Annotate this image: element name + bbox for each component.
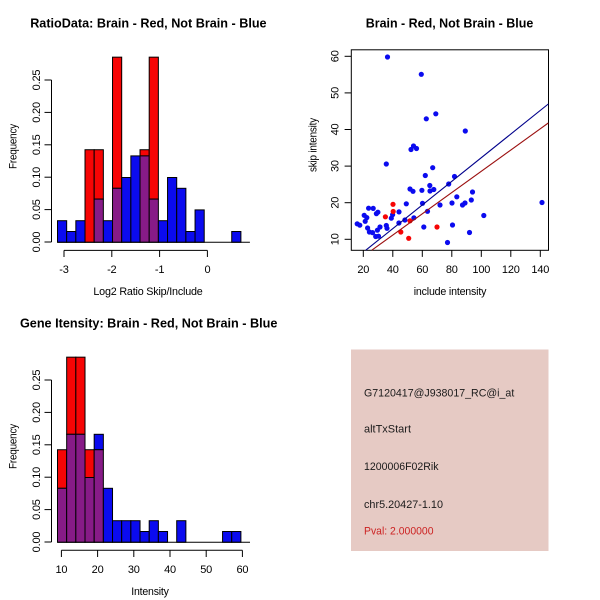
- svg-text:60: 60: [236, 564, 248, 576]
- svg-text:Pval: 2.000000: Pval: 2.000000: [364, 526, 434, 538]
- svg-text:0.20: 0.20: [31, 102, 43, 123]
- svg-text:140: 140: [531, 264, 549, 276]
- svg-text:-2: -2: [107, 264, 116, 276]
- svg-text:120: 120: [502, 264, 520, 276]
- svg-text:0.15: 0.15: [31, 434, 43, 455]
- svg-text:Log2 Ratio Skip/Include: Log2 Ratio Skip/Include: [93, 286, 202, 298]
- svg-text:G7120417@J938017_RC@i_at: G7120417@J938017_RC@i_at: [364, 388, 514, 400]
- svg-text:10: 10: [330, 233, 342, 245]
- svg-text:include intensity: include intensity: [414, 286, 487, 298]
- svg-text:0.05: 0.05: [31, 499, 43, 520]
- svg-text:altTxStart: altTxStart: [364, 424, 411, 436]
- svg-text:RatioData: Brain - Red, Not Br: RatioData: Brain - Red, Not Brain - Blue: [30, 16, 266, 31]
- svg-text:0.05: 0.05: [31, 199, 43, 220]
- svg-text:Frequency: Frequency: [8, 423, 20, 469]
- svg-text:0.15: 0.15: [31, 134, 43, 155]
- svg-text:40: 40: [330, 124, 342, 136]
- svg-text:30: 30: [330, 160, 342, 172]
- svg-text:Intensity: Intensity: [131, 586, 169, 598]
- svg-text:40: 40: [387, 264, 399, 276]
- svg-text:Brain - Red, Not Brain - Blue: Brain - Red, Not Brain - Blue: [366, 16, 534, 31]
- svg-text:skip intensity: skip intensity: [308, 117, 320, 172]
- svg-text:50: 50: [330, 87, 342, 99]
- svg-text:Gene Itensity: Brain - Red, No: Gene Itensity: Brain - Red, Not Brain - …: [20, 316, 278, 331]
- svg-text:20: 20: [357, 264, 369, 276]
- svg-text:0.10: 0.10: [31, 167, 43, 188]
- svg-text:0.00: 0.00: [31, 232, 43, 253]
- svg-text:0.20: 0.20: [31, 402, 43, 423]
- svg-text:20: 20: [92, 564, 104, 576]
- svg-text:60: 60: [330, 50, 342, 62]
- svg-text:10: 10: [55, 564, 67, 576]
- svg-text:30: 30: [128, 564, 140, 576]
- svg-text:1200006F02Rik: 1200006F02Rik: [364, 461, 439, 473]
- svg-text:40: 40: [164, 564, 176, 576]
- svg-text:-3: -3: [59, 264, 68, 276]
- svg-text:0.10: 0.10: [31, 467, 43, 488]
- svg-text:100: 100: [472, 264, 490, 276]
- svg-text:60: 60: [416, 264, 428, 276]
- svg-text:-1: -1: [155, 264, 164, 276]
- svg-text:0.25: 0.25: [31, 370, 43, 391]
- svg-text:50: 50: [200, 564, 212, 576]
- svg-text:20: 20: [330, 197, 342, 209]
- svg-text:80: 80: [446, 264, 458, 276]
- svg-text:Frequency: Frequency: [8, 123, 20, 169]
- svg-text:0: 0: [204, 264, 210, 276]
- svg-text:chr5.20427-1.10: chr5.20427-1.10: [364, 499, 443, 511]
- svg-text:0.00: 0.00: [31, 532, 43, 553]
- svg-text:0.25: 0.25: [31, 70, 43, 91]
